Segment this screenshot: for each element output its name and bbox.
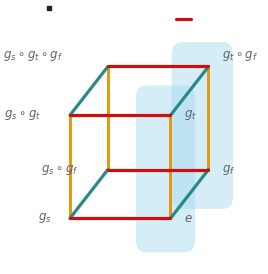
Text: $g_s \circ g_f$: $g_s \circ g_f$ <box>42 162 79 176</box>
Text: $g_f$: $g_f$ <box>222 162 235 176</box>
Text: $g_s \circ g_t \circ g_f$: $g_s \circ g_t \circ g_f$ <box>3 48 63 63</box>
Text: $g_s$: $g_s$ <box>38 211 52 226</box>
Text: $g_t \circ g_f$: $g_t \circ g_f$ <box>222 48 258 63</box>
FancyBboxPatch shape <box>136 85 195 252</box>
Text: $g_t$: $g_t$ <box>184 108 197 122</box>
Text: $g_s \circ g_t$: $g_s \circ g_t$ <box>4 108 41 122</box>
Text: $e$: $e$ <box>184 212 193 225</box>
FancyBboxPatch shape <box>172 42 233 209</box>
